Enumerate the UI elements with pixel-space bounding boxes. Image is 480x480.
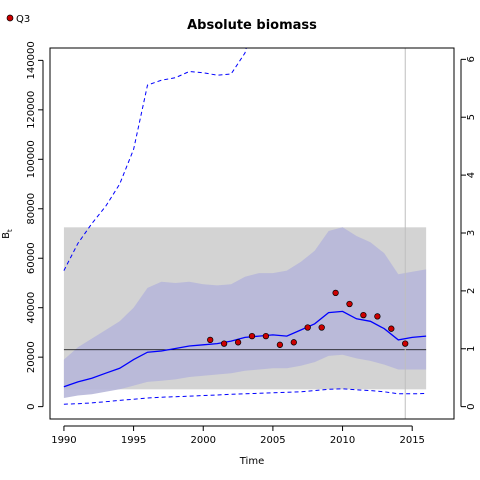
x-axis-title: Time bbox=[239, 456, 264, 467]
y-tick-label: 140000 bbox=[26, 41, 37, 79]
y2-tick-label: 2 bbox=[466, 288, 477, 294]
observation-point bbox=[318, 324, 325, 331]
observation-point bbox=[332, 289, 339, 297]
observation-point bbox=[290, 339, 297, 346]
secondary-y-axis: 0 1 2 3 4 5 6 bbox=[460, 56, 477, 410]
median-biomass-line bbox=[63, 310, 427, 388]
y2-tick-label: 6 bbox=[466, 56, 477, 62]
legend-marker-q3 bbox=[6, 14, 14, 22]
upper-95-dashed-line bbox=[63, 48, 247, 271]
x-tick-label: 1995 bbox=[121, 435, 146, 446]
y-tick-label: 0 bbox=[26, 403, 37, 409]
observation-point bbox=[304, 324, 311, 331]
y-tick-label: 20000 bbox=[26, 341, 37, 373]
observation-point bbox=[374, 313, 381, 320]
observation-point bbox=[388, 325, 395, 332]
x-axis: 1990 1995 2000 2005 2010 2015 bbox=[51, 425, 425, 446]
observation-point bbox=[360, 311, 367, 319]
y-axis: 0 20000 40000 60000 80000 100000 120000 140000 bbox=[26, 41, 44, 410]
y-axis-title-subscript: t bbox=[6, 229, 14, 232]
x-tick-label: 1990 bbox=[51, 435, 76, 446]
observation-point bbox=[402, 340, 409, 347]
confidence-band-50 bbox=[63, 227, 427, 398]
observation-point bbox=[262, 332, 270, 340]
observation-point bbox=[248, 332, 256, 340]
y-axis-title-main: B bbox=[1, 232, 12, 239]
plot-area bbox=[63, 48, 427, 419]
observation-point bbox=[346, 300, 353, 308]
observation-point bbox=[276, 341, 284, 348]
y2-tick-label: 0 bbox=[466, 403, 477, 409]
y-axis-title: Bt bbox=[1, 229, 14, 239]
y2-tick-label: 3 bbox=[466, 230, 477, 236]
observation-point bbox=[207, 336, 214, 344]
y-tick-label: 100000 bbox=[26, 140, 37, 178]
y2-tick-label: 4 bbox=[466, 172, 477, 178]
observation-points bbox=[207, 289, 409, 348]
x-tick-label: 2000 bbox=[191, 435, 216, 446]
y-tick-label: 60000 bbox=[26, 242, 37, 274]
y-axis-title-group: Bt bbox=[1, 229, 14, 239]
legend: Q3 bbox=[6, 14, 30, 25]
observation-point bbox=[234, 339, 242, 346]
legend-label-q3: Q3 bbox=[16, 14, 30, 25]
x-tick-label: 2015 bbox=[399, 435, 424, 446]
plot-frame bbox=[49, 47, 455, 420]
y2-tick-label: 1 bbox=[466, 346, 477, 352]
y2-tick-label: 5 bbox=[466, 114, 477, 120]
lower-95-dashed-line bbox=[63, 388, 427, 405]
observation-point bbox=[220, 340, 228, 347]
x-tick-label: 2010 bbox=[330, 435, 355, 446]
y-tick-label: 120000 bbox=[26, 91, 37, 129]
x-tick-label: 2005 bbox=[260, 435, 285, 446]
y-tick-label: 40000 bbox=[26, 292, 37, 324]
y-tick-label: 80000 bbox=[26, 193, 37, 225]
chart-title: Absolute biomass bbox=[187, 18, 317, 33]
